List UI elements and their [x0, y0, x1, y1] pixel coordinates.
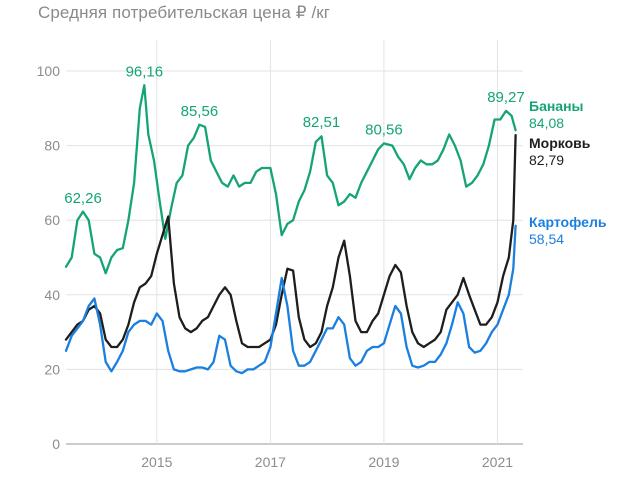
series-line-2	[64, 134, 517, 349]
legend-entry-value: 82,79	[529, 152, 564, 168]
legend-entry-value: 84,08	[529, 115, 564, 131]
x-tick-label: 2021	[482, 454, 513, 470]
peak-label: 96,16	[126, 63, 164, 80]
legend-entry-name: Картофель	[529, 214, 607, 230]
peak-label: 89,27	[487, 89, 525, 106]
chart-title: Средняя потребительская цена ₽ /кг	[38, 3, 331, 22]
y-tick-label: 60	[44, 212, 60, 228]
x-tick-label: 2015	[141, 454, 172, 470]
legend-entry-name: Морковь	[529, 135, 591, 151]
y-axis: 0 20 40 60 80 100	[37, 63, 61, 452]
series-line-1	[64, 84, 517, 275]
peak-label: 85,56	[181, 103, 219, 120]
x-tick-label: 2017	[255, 454, 286, 470]
x-tick-label: 2019	[368, 454, 399, 470]
series-line-3	[64, 224, 517, 375]
y-tick-label: 100	[37, 63, 61, 79]
y-tick-label: 40	[44, 287, 60, 303]
peak-label: 62,26	[64, 190, 102, 207]
x-axis: 2015 2017 2019 2021	[141, 454, 513, 470]
y-tick-label: 80	[44, 138, 60, 154]
annotations: 62,26 96,16 85,56 82,51 80,56 89,27	[64, 63, 524, 206]
legend-entry-name: Бананы	[529, 98, 584, 114]
peak-label: 82,51	[303, 114, 341, 131]
legend-entry-value: 58,54	[529, 231, 564, 247]
y-tick-label: 0	[52, 436, 60, 452]
grid	[66, 40, 523, 445]
series-lines	[64, 84, 517, 375]
y-tick-label: 20	[44, 361, 60, 377]
peak-label: 80,56	[365, 122, 403, 139]
